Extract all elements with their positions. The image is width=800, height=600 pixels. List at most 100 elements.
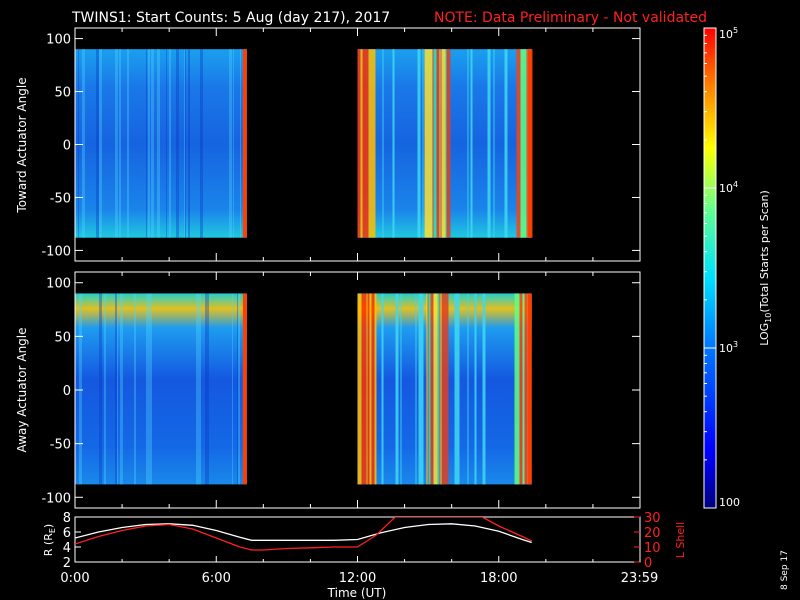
toward-heatmap-streak xyxy=(432,49,434,238)
away-heatmap-streak xyxy=(79,293,82,485)
chart-title: TWINS1: Start Counts: 5 Aug (day 217), 2… xyxy=(71,10,390,26)
away-heatmap-streak xyxy=(439,293,441,485)
toward-heatmap-streak xyxy=(467,49,469,238)
away-y-tick-label: -100 xyxy=(41,491,71,506)
away-heatmap-streak xyxy=(237,293,238,485)
toward-heatmap-streak xyxy=(146,49,147,238)
colorbar-ticks: 100 103 104 105 xyxy=(704,26,740,509)
away-heatmap-streak xyxy=(381,293,384,485)
toward-heatmap-streak xyxy=(424,49,428,238)
toward-heatmap-streak xyxy=(78,49,79,238)
away-heatmap-streak xyxy=(515,293,517,485)
away-heatmap-streak xyxy=(437,293,439,485)
toward-heatmap-streak xyxy=(96,49,98,238)
away-heatmap-streak xyxy=(366,293,368,485)
toward-heatmap-streak xyxy=(372,49,376,238)
away-heatmap-streak xyxy=(395,293,399,485)
toward-heatmap-streak xyxy=(200,49,203,238)
away-heatmap-streak xyxy=(420,293,424,485)
colorbar-tick-label: 103 xyxy=(719,340,738,355)
away-heatmap-streak xyxy=(206,293,209,485)
away-heatmap-streak xyxy=(369,293,372,485)
away-heatmap-streak xyxy=(434,293,438,485)
toward-heatmap-streak xyxy=(358,49,361,238)
toward-heatmap-streak xyxy=(520,49,524,238)
r-y-tick-label: 2 xyxy=(63,556,71,571)
away-heatmap-streak xyxy=(368,293,370,485)
toward-heatmap-streak xyxy=(240,49,241,238)
x-tick-label: 0:00 xyxy=(60,571,89,586)
colorbar-tick-label: 105 xyxy=(719,26,738,41)
toward-heatmap-streak xyxy=(392,49,395,238)
away-y-axis-label: Away Actuator Angle xyxy=(15,327,29,452)
away-y-tick-label: 0 xyxy=(63,384,71,399)
toward-y-tick-label: 50 xyxy=(54,86,71,101)
toward-heatmap-streak xyxy=(439,49,441,238)
toward-y-tick-label: -50 xyxy=(50,191,71,206)
r-y-tick-label: 6 xyxy=(63,526,71,541)
toward-heatmap-streak xyxy=(115,49,118,238)
toward-heatmap-streak xyxy=(493,49,495,238)
toward-heatmap-streak xyxy=(166,49,167,238)
away-y-tick-label: -50 xyxy=(50,438,71,453)
away-heatmap-streak xyxy=(474,293,477,485)
toward-heatmap-streak xyxy=(366,49,369,238)
toward-heatmap-streak xyxy=(363,49,367,238)
colorbar-gradient xyxy=(704,28,716,508)
x-axis-label: Time (UT) xyxy=(327,586,387,600)
away-heatmap-streak xyxy=(196,293,198,485)
away-heatmap-streak xyxy=(415,293,417,485)
away-y-tick-label: 50 xyxy=(54,330,71,345)
away-y-tick-label: 100 xyxy=(46,277,71,292)
toward-heatmap-block xyxy=(75,49,247,238)
toward-heatmap-streak xyxy=(516,49,519,238)
away-heatmap-streak xyxy=(232,293,233,485)
toward-heatmap-streak xyxy=(445,49,447,238)
away-heatmap-streak xyxy=(147,293,149,485)
toward-heatmap-streak xyxy=(176,49,179,238)
toward-y-ticks: -100 -50 0 50 100 xyxy=(41,28,641,261)
toward-heatmap-streak xyxy=(360,49,363,238)
toward-heatmap-cells xyxy=(75,49,533,238)
x-tick-label: 6:00 xyxy=(202,571,231,586)
toward-heatmap-streak xyxy=(470,49,473,238)
colorbar: 100 103 104 105 LOG10(Total Starts per Scan… xyxy=(703,26,773,509)
away-heatmap-streak xyxy=(418,293,421,485)
lshell-y-tick-label: 30 xyxy=(644,511,661,526)
toward-heatmap-streak xyxy=(185,49,186,238)
away-heatmap-streak xyxy=(467,293,469,485)
toward-heatmap-streak xyxy=(184,49,185,238)
toward-heatmap-streak xyxy=(368,49,372,238)
toward-heatmap-streak xyxy=(127,49,129,238)
away-heatmap-streak xyxy=(367,293,369,485)
toward-heatmap-streak xyxy=(99,49,102,238)
away-heatmap-streak xyxy=(426,293,428,485)
lshell-y-tick-label: 0 xyxy=(644,556,652,571)
toward-heatmap-streak xyxy=(441,49,443,238)
away-heatmap-streak xyxy=(198,293,201,485)
toward-heatmap-streak xyxy=(357,49,359,238)
toward-heatmap-streak xyxy=(188,49,190,238)
away-heatmap-streak xyxy=(519,293,523,485)
away-heatmap-streak xyxy=(427,293,429,485)
toward-heatmap-streak xyxy=(523,49,527,238)
toward-heatmap-edge xyxy=(527,49,532,238)
lshell-series-line xyxy=(75,517,532,551)
toward-heatmap-streak xyxy=(518,49,521,238)
away-heatmap-streak xyxy=(115,293,117,485)
toward-y-axis-label: Toward Actuator Angle xyxy=(15,77,29,213)
lshell-y-tick-label: 10 xyxy=(644,541,661,556)
r-y-tick-label: 8 xyxy=(63,511,71,526)
toward-heatmap-streak xyxy=(487,49,491,238)
away-heatmap-streak xyxy=(522,293,525,485)
toward-heatmap-streak xyxy=(427,49,430,238)
away-heatmap-block xyxy=(75,293,247,485)
away-heatmap-streak xyxy=(516,293,520,485)
toward-y-tick-label: 100 xyxy=(46,33,71,48)
away-heatmap-streak xyxy=(438,293,440,485)
away-heatmap-streak xyxy=(364,293,367,485)
away-heatmap-streak xyxy=(430,293,434,485)
away-heatmap-streak xyxy=(400,293,402,485)
